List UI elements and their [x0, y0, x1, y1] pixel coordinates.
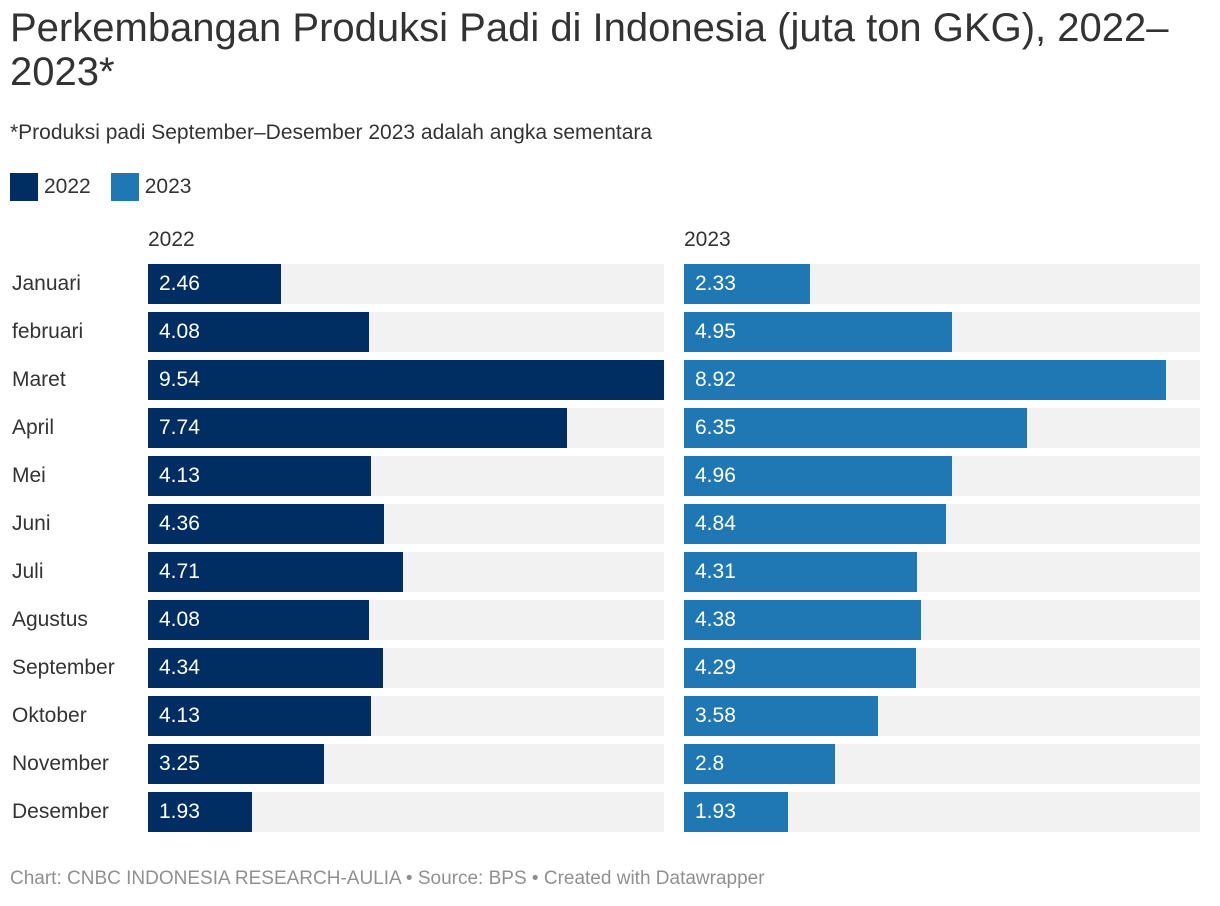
bar-2023	[684, 456, 952, 496]
bar-value-label: 2.33	[695, 272, 736, 295]
bar-value-label: 9.54	[159, 368, 200, 391]
legend: 2022 2023	[10, 172, 211, 202]
bar-value-label: 4.08	[159, 608, 200, 631]
bar-value-label: 2.46	[159, 272, 200, 295]
category-label: Januari	[12, 272, 81, 295]
bar-2022	[148, 696, 371, 736]
bar-value-label: 6.35	[695, 416, 736, 439]
bar-2022	[148, 312, 369, 352]
bar-2023	[684, 360, 1166, 400]
bar-2022	[148, 456, 371, 496]
category-label: November	[12, 752, 109, 775]
bar-2022	[148, 744, 324, 784]
bar-2022	[148, 504, 384, 544]
bar-chart: 2022 2023 Januari 2.46 2.33 februari 4.08 4.95 M…	[0, 220, 1220, 840]
bar-value-label: 4.84	[695, 512, 736, 535]
panel-label-2023: 2023	[684, 228, 731, 251]
bar-2022	[148, 648, 383, 688]
legend-item-2022: 2022	[10, 173, 91, 201]
bar-value-label: 4.13	[159, 704, 200, 727]
bar-value-label: 2.8	[695, 752, 725, 775]
bar-value-label: 3.58	[695, 704, 736, 727]
category-label: Maret	[12, 368, 66, 391]
bar-value-label: 3.25	[159, 752, 200, 775]
bar-value-label: 8.92	[695, 368, 736, 391]
legend-label-2022: 2022	[44, 175, 91, 198]
chart-footer: Chart: CNBC INDONESIA RESEARCH-AULIA • S…	[10, 868, 765, 889]
bar-value-label: 4.29	[695, 656, 736, 679]
bar-2022	[148, 360, 664, 400]
bar-2023	[684, 552, 917, 592]
category-label: Juli	[12, 560, 44, 583]
bar-2023	[684, 696, 878, 736]
bar-2023	[684, 408, 1027, 448]
bar-2022	[148, 600, 369, 640]
bar-value-label: 1.93	[695, 800, 736, 823]
bar-value-label: 4.36	[159, 512, 200, 535]
bar-2023	[684, 504, 946, 544]
bar-2023	[684, 264, 810, 304]
category-label: Oktober	[12, 704, 87, 727]
bar-value-label: 4.38	[695, 608, 736, 631]
bar-2023	[684, 744, 835, 784]
category-label: Mei	[12, 464, 46, 487]
bar-value-label: 4.95	[695, 320, 736, 343]
bar-2022	[148, 408, 567, 448]
chart-title: Perkembangan Produksi Padi di Indonesia …	[10, 6, 1169, 94]
category-label: Agustus	[12, 608, 88, 631]
bar-2022	[148, 552, 403, 592]
bar-2023	[684, 792, 788, 832]
bar-value-label: 4.08	[159, 320, 200, 343]
bar-value-label: 7.74	[159, 416, 200, 439]
legend-label-2023: 2023	[144, 175, 192, 198]
bar-value-label: 4.34	[159, 656, 200, 679]
bar-value-label: 4.13	[159, 464, 200, 487]
legend-swatch-2023	[110, 173, 139, 201]
category-label: Juni	[12, 512, 51, 535]
bar-value-label: 1.93	[159, 800, 200, 823]
chart-subtitle: *Produksi padi September–Desember 2023 a…	[10, 121, 653, 144]
bar-value-label: 4.31	[695, 560, 736, 583]
bar-2022	[148, 792, 252, 832]
panel-label-2022: 2022	[148, 228, 195, 251]
bar-value-label: 4.71	[159, 560, 200, 583]
legend-swatch-2022	[10, 173, 38, 201]
category-label: April	[12, 416, 55, 439]
bar-2023	[684, 648, 916, 688]
category-label: Desember	[12, 800, 109, 823]
category-label: februari	[12, 320, 84, 343]
bar-2022	[148, 264, 281, 304]
bar-2023	[684, 600, 921, 640]
legend-item-2023: 2023	[110, 173, 192, 201]
bar-value-label: 4.96	[695, 464, 736, 487]
bar-2023	[684, 312, 952, 352]
category-label: September	[12, 656, 115, 679]
